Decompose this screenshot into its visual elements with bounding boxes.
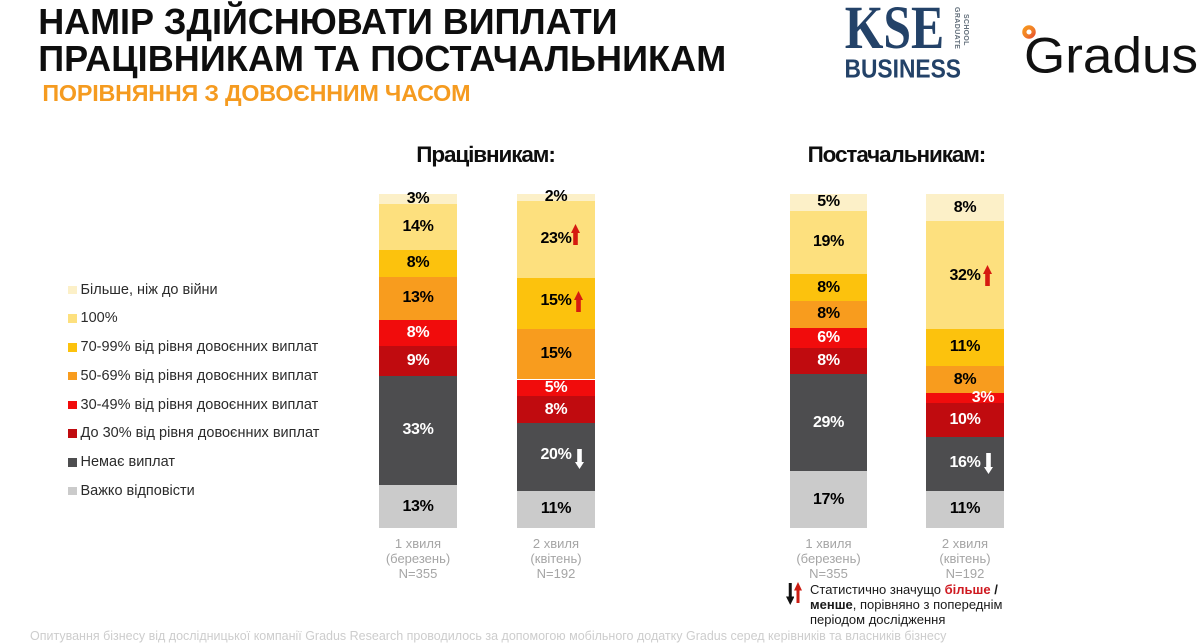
svg-text:BUSINESS: BUSINESS [845,56,962,81]
svg-text:KSE: KSE [845,0,945,52]
svg-text:Gradus: Gradus [1024,26,1198,82]
